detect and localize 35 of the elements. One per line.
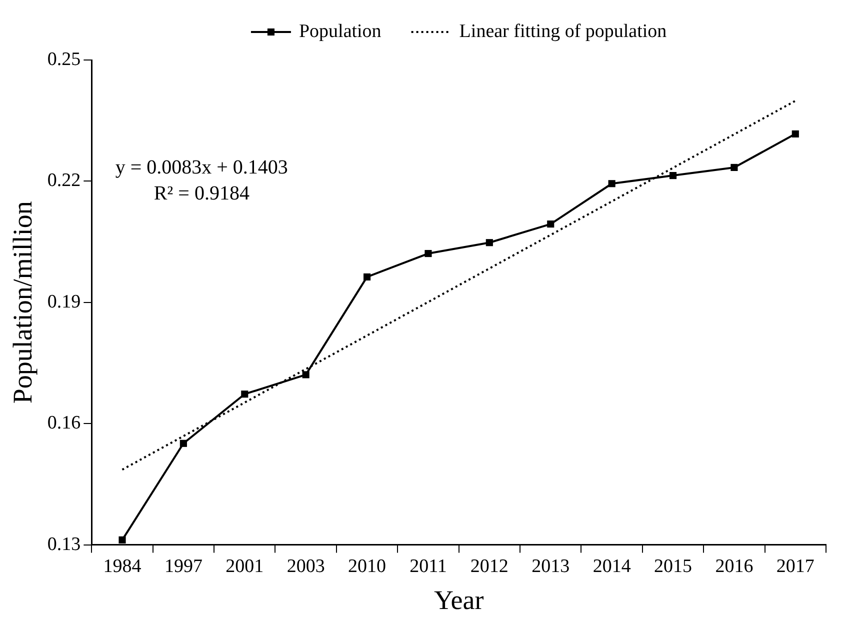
x-tick-label: 2015 [654, 556, 692, 578]
annotation: R² = 0.9184 [154, 182, 250, 204]
x-tick-label: 2012 [470, 556, 508, 578]
point [486, 239, 493, 246]
x-tick-label: 2017 [776, 556, 814, 578]
point [302, 371, 310, 378]
x-tick-label: 2011 [410, 556, 447, 578]
point [363, 273, 371, 280]
y-tick-label: 0.25 [47, 48, 81, 70]
y-tick-label: 0.16 [47, 412, 81, 434]
x-tick-label: 2003 [286, 556, 325, 578]
y-tick-label: 0.19 [47, 291, 81, 312]
x-tick-label: 2010 [348, 556, 386, 578]
point [118, 536, 126, 544]
point [669, 172, 677, 180]
point [608, 180, 616, 188]
point [241, 390, 248, 398]
point [180, 440, 187, 447]
point [547, 220, 554, 228]
x-tick-label: 1997 [164, 556, 202, 578]
annotation: y = 0.0083x + 0.1403 [115, 156, 288, 178]
y-axis-title: Population/million [7, 200, 38, 404]
legend-label: Linear fitting of population [459, 20, 668, 42]
point [730, 164, 738, 171]
x-tick-label: 2014 [592, 556, 632, 578]
point [792, 130, 799, 138]
x-tick-label: 2001 [226, 556, 264, 578]
legend-label: Population [298, 20, 382, 42]
x-axis-title: Year [434, 584, 484, 615]
point [424, 250, 432, 258]
x-tick-label: 2013 [532, 556, 570, 578]
x-tick-label: 2016 [715, 556, 754, 578]
y-tick-label: 0.13 [47, 534, 81, 555]
y-tick-label: 0.22 [47, 170, 81, 192]
x-tick-label: 1984 [103, 556, 142, 578]
